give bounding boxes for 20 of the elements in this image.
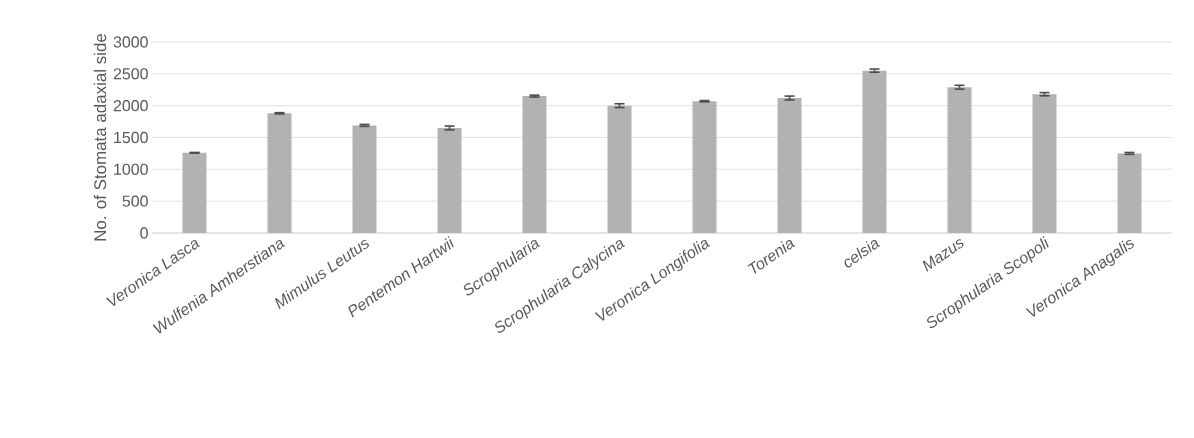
- bar: [1117, 153, 1142, 233]
- y-tick-label: 1500: [114, 131, 148, 144]
- bar: [692, 101, 717, 233]
- y-tick-label: 1000: [114, 163, 148, 175]
- y-tick-label: 500: [122, 195, 148, 207]
- y-tick-label: 2000: [113, 100, 148, 112]
- bar: [1032, 94, 1057, 233]
- y-tick-label: 3000: [113, 36, 148, 48]
- bar: [777, 98, 802, 233]
- bar: [352, 125, 377, 233]
- bar: [607, 105, 632, 233]
- y-tick-label: 2500: [113, 68, 148, 80]
- bar: [267, 113, 292, 233]
- y-axis-title: No. of Stomata adaxial side: [93, 33, 107, 241]
- y-tick-label: 0: [140, 227, 148, 239]
- bar: [182, 152, 207, 233]
- bar: [947, 87, 972, 233]
- bar: [522, 96, 547, 233]
- bar: [437, 127, 462, 233]
- bar: [862, 70, 887, 233]
